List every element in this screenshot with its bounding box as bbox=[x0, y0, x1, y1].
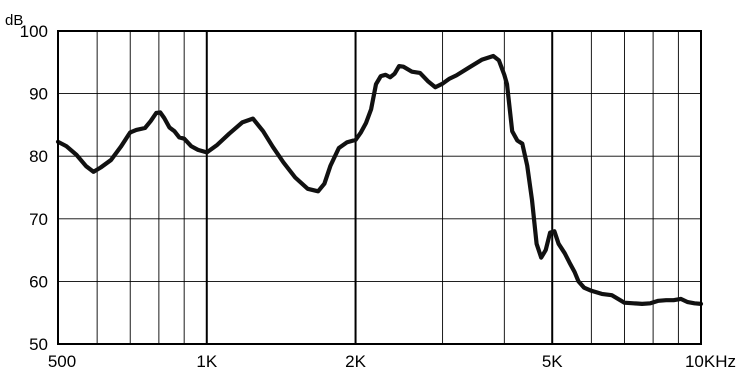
y-axis-unit-label: dB bbox=[5, 12, 23, 29]
series-line bbox=[55, 53, 704, 306]
plot-border bbox=[57, 30, 702, 345]
x-tick-label: 5K bbox=[542, 352, 563, 371]
tick-labels: 50 60 70 80 90 100 500 1K 2K 5K 10KHz bbox=[20, 22, 736, 371]
y-tick-label: 70 bbox=[29, 210, 48, 229]
y-tick-label: 100 bbox=[20, 22, 48, 41]
x-tick-label: 2K bbox=[345, 352, 366, 371]
plot-frame bbox=[57, 30, 702, 345]
y-tick-label: 80 bbox=[29, 147, 48, 166]
series-layer bbox=[55, 53, 704, 306]
y-tick-label: 90 bbox=[29, 85, 48, 104]
y-tick-label: 60 bbox=[29, 272, 48, 291]
grid bbox=[58, 31, 701, 344]
x-tick-label: 1K bbox=[196, 352, 217, 371]
x-tick-label: 10KHz bbox=[685, 352, 736, 371]
y-tick-label: 50 bbox=[29, 335, 48, 354]
x-tick-label: 500 bbox=[48, 352, 76, 371]
